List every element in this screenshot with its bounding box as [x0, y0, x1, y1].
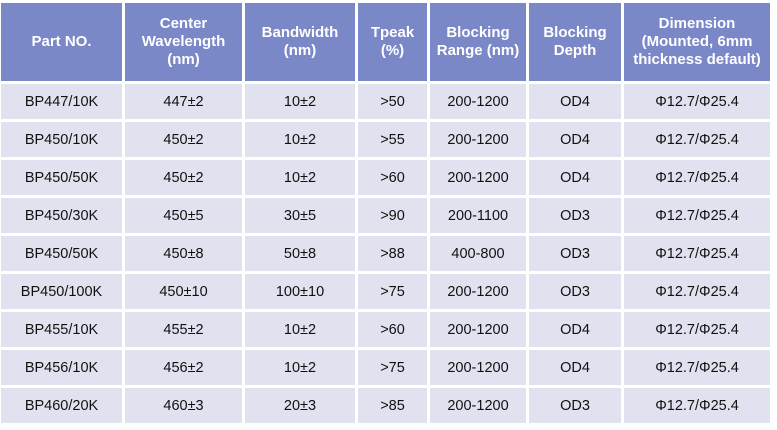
cell-center-wavelength: 447±2 [125, 84, 242, 119]
cell-tpeak: >90 [358, 198, 427, 233]
cell-center-wavelength: 456±2 [125, 350, 242, 385]
cell-blocking-range: 200-1200 [430, 312, 526, 347]
cell-part-no: BP450/10K [1, 122, 122, 157]
cell-part-no: BP450/50K [1, 160, 122, 195]
header-center-wavelength: Center Wavelength (nm) [125, 3, 242, 81]
cell-center-wavelength: 455±2 [125, 312, 242, 347]
header-part-no: Part NO. [1, 3, 122, 81]
cell-bandwidth: 10±2 [245, 84, 355, 119]
cell-dimension: Φ12.7/Φ25.4 [624, 312, 770, 347]
cell-blocking-depth: OD3 [529, 388, 621, 423]
cell-blocking-range: 200-1200 [430, 84, 526, 119]
cell-part-no: BP450/50K [1, 236, 122, 271]
cell-tpeak: >50 [358, 84, 427, 119]
cell-part-no: BP455/10K [1, 312, 122, 347]
cell-blocking-depth: OD4 [529, 160, 621, 195]
cell-center-wavelength: 450±5 [125, 198, 242, 233]
table-row: BP455/10K 455±2 10±2 >60 200-1200 OD4 Φ12.7/Φ2… [1, 312, 770, 347]
cell-blocking-range: 200-1200 [430, 274, 526, 309]
cell-center-wavelength: 450±8 [125, 236, 242, 271]
cell-blocking-range: 200-1100 [430, 198, 526, 233]
header-dimension: Dimension (Mounted, 6mm thickness defaul… [624, 3, 770, 81]
cell-blocking-range: 200-1200 [430, 350, 526, 385]
header-row: Part NO. Center Wavelength (nm) Bandwidth … [1, 3, 770, 81]
cell-tpeak: >88 [358, 236, 427, 271]
cell-blocking-range: 200-1200 [430, 388, 526, 423]
table-row: BP450/50K 450±8 50±8 >88 400-800 OD3 Φ12.7/Φ25… [1, 236, 770, 271]
cell-blocking-depth: OD4 [529, 84, 621, 119]
header-blocking-depth: Blocking Depth [529, 3, 621, 81]
cell-center-wavelength: 450±2 [125, 160, 242, 195]
cell-part-no: BP456/10K [1, 350, 122, 385]
cell-bandwidth: 10±2 [245, 160, 355, 195]
cell-dimension: Φ12.7/Φ25.4 [624, 274, 770, 309]
cell-part-no: BP447/10K [1, 84, 122, 119]
cell-tpeak: >75 [358, 350, 427, 385]
cell-dimension: Φ12.7/Φ25.4 [624, 84, 770, 119]
cell-tpeak: >85 [358, 388, 427, 423]
header-bandwidth: Bandwidth (nm) [245, 3, 355, 81]
cell-bandwidth: 10±2 [245, 312, 355, 347]
cell-tpeak: >60 [358, 160, 427, 195]
cell-part-no: BP460/20K [1, 388, 122, 423]
table-row: BP450/10K 450±2 10±2 >55 200-1200 OD4 Φ12.7/Φ2… [1, 122, 770, 157]
cell-blocking-depth: OD3 [529, 198, 621, 233]
cell-dimension: Φ12.7/Φ25.4 [624, 198, 770, 233]
cell-bandwidth: 10±2 [245, 350, 355, 385]
cell-blocking-range: 200-1200 [430, 160, 526, 195]
cell-dimension: Φ12.7/Φ25.4 [624, 388, 770, 423]
table-row: BP450/30K 450±5 30±5 >90 200-1100 OD3 Φ12.7/Φ2… [1, 198, 770, 233]
table-row: BP456/10K 456±2 10±2 >75 200-1200 OD4 Φ12.7/Φ2… [1, 350, 770, 385]
cell-bandwidth: 30±5 [245, 198, 355, 233]
cell-center-wavelength: 450±2 [125, 122, 242, 157]
cell-dimension: Φ12.7/Φ25.4 [624, 122, 770, 157]
cell-center-wavelength: 450±10 [125, 274, 242, 309]
cell-dimension: Φ12.7/Φ25.4 [624, 160, 770, 195]
cell-tpeak: >75 [358, 274, 427, 309]
header-tpeak: Tpeak (%) [358, 3, 427, 81]
cell-bandwidth: 50±8 [245, 236, 355, 271]
cell-bandwidth: 100±10 [245, 274, 355, 309]
table-row: BP460/20K 460±3 20±3 >85 200-1200 OD3 Φ12.7/Φ2… [1, 388, 770, 423]
table-row: BP450/100K 450±10 100±10 >75 200-1200 OD3 Φ12.… [1, 274, 770, 309]
cell-blocking-range: 400-800 [430, 236, 526, 271]
cell-dimension: Φ12.7/Φ25.4 [624, 236, 770, 271]
cell-blocking-range: 200-1200 [430, 122, 526, 157]
cell-blocking-depth: OD4 [529, 122, 621, 157]
cell-dimension: Φ12.7/Φ25.4 [624, 350, 770, 385]
cell-tpeak: >55 [358, 122, 427, 157]
cell-bandwidth: 20±3 [245, 388, 355, 423]
cell-part-no: BP450/100K [1, 274, 122, 309]
cell-blocking-depth: OD3 [529, 236, 621, 271]
cell-part-no: BP450/30K [1, 198, 122, 233]
cell-blocking-depth: OD4 [529, 312, 621, 347]
cell-blocking-depth: OD4 [529, 350, 621, 385]
cell-blocking-depth: OD3 [529, 274, 621, 309]
table-row: BP450/50K 450±2 10±2 >60 200-1200 OD4 Φ12.7/Φ2… [1, 160, 770, 195]
cell-tpeak: >60 [358, 312, 427, 347]
table-row: BP447/10K 447±2 10±2 >50 200-1200 OD4 Φ12.7/Φ2… [1, 84, 770, 119]
header-blocking-range: Blocking Range (nm) [430, 3, 526, 81]
cell-bandwidth: 10±2 [245, 122, 355, 157]
cell-center-wavelength: 460±3 [125, 388, 242, 423]
